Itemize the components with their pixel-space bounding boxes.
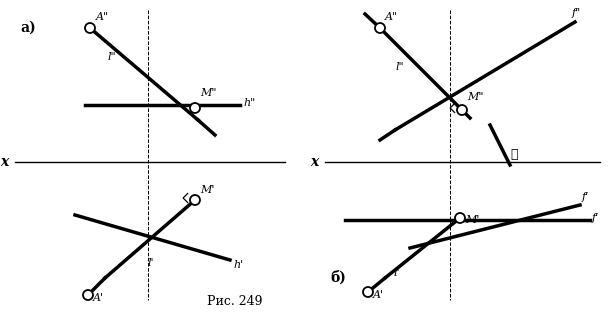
- Text: A': A': [373, 290, 384, 300]
- Text: M": M": [467, 92, 484, 102]
- Text: A": A": [385, 12, 398, 22]
- Circle shape: [363, 287, 373, 297]
- Text: x: x: [310, 155, 318, 169]
- Circle shape: [85, 23, 95, 33]
- Circle shape: [457, 105, 467, 115]
- Text: M': M': [465, 215, 479, 225]
- Text: Рис. 249: Рис. 249: [207, 295, 263, 308]
- Text: l": l": [108, 52, 117, 62]
- Circle shape: [190, 195, 200, 205]
- Text: f': f': [592, 213, 599, 223]
- Circle shape: [455, 213, 465, 223]
- Text: б): б): [330, 271, 346, 285]
- Text: M': M': [200, 185, 214, 195]
- Text: f": f": [572, 8, 581, 18]
- Text: l": l": [396, 62, 404, 72]
- Circle shape: [375, 23, 385, 33]
- Circle shape: [83, 290, 93, 300]
- Text: M": M": [200, 88, 217, 98]
- Text: A': A': [93, 293, 104, 303]
- Text: l': l': [148, 258, 154, 268]
- Circle shape: [190, 103, 200, 113]
- Text: f': f': [582, 192, 589, 202]
- Text: h': h': [233, 260, 243, 270]
- Text: а): а): [20, 21, 36, 35]
- Text: l': l': [393, 268, 400, 278]
- Text: A": A": [96, 12, 109, 22]
- Text: h": h": [243, 98, 255, 108]
- Text: x: x: [0, 155, 8, 169]
- Text: ℓ: ℓ: [510, 148, 517, 161]
